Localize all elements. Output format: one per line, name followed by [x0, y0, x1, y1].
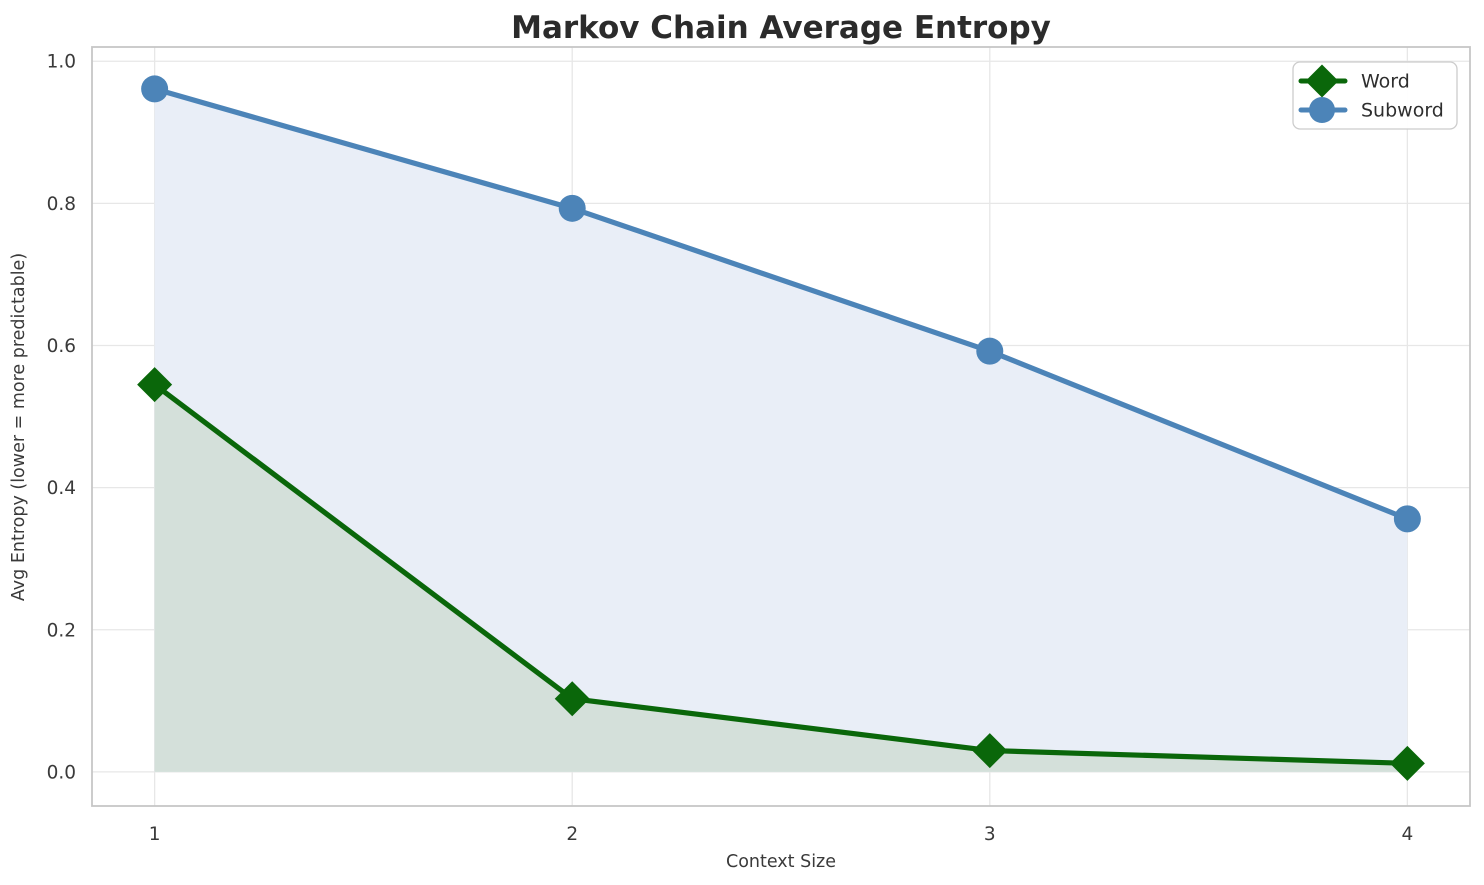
- y-tick-label: 0.8: [47, 194, 76, 215]
- x-tick-labels: 1 2 3 4: [149, 824, 1414, 845]
- y-tick-label: 1.0: [47, 52, 76, 73]
- y-tick-label: 0.0: [47, 762, 76, 783]
- legend-word-marker-icon: [1305, 64, 1339, 98]
- subword-line: [152, 86, 1410, 522]
- series-markers: [137, 75, 1425, 781]
- x-axis-label: Context Size: [726, 852, 836, 872]
- subword-point: [558, 194, 586, 222]
- word-point: [1389, 745, 1425, 781]
- y-tick-label: 0.6: [47, 336, 76, 357]
- y-tick-label: 0.2: [47, 620, 76, 641]
- x-tick-label: 3: [984, 824, 996, 845]
- legend-subword-marker-icon: [1309, 97, 1335, 123]
- legend-label-word: Word: [1361, 71, 1410, 93]
- word-point: [554, 681, 590, 717]
- legend: Word Subword: [1292, 61, 1458, 130]
- y-tick-labels: 0.0 0.2 0.4 0.6 0.8 1.0: [47, 52, 76, 784]
- word-point: [972, 733, 1008, 769]
- subword-point: [1393, 505, 1421, 533]
- area-fills: [154, 88, 1408, 772]
- legend-label-subword: Subword: [1361, 100, 1444, 122]
- subword-area-fill: [154, 88, 1408, 772]
- axes-spines: [91, 46, 1471, 807]
- x-tick-label: 2: [566, 824, 578, 845]
- subword-point: [141, 75, 169, 103]
- chart-title: Markov Chain Average Entropy: [511, 10, 1051, 46]
- x-tick-label: 1: [149, 824, 161, 845]
- word-point: [137, 367, 173, 403]
- x-tick-label: 4: [1401, 824, 1413, 845]
- subword-point: [976, 337, 1004, 365]
- series-lines: [152, 86, 1410, 766]
- y-axis-label: Avg Entropy (lower = more predictable): [9, 253, 29, 601]
- y-tick-label: 0.4: [47, 478, 76, 499]
- word-line: [152, 381, 1410, 766]
- word-area-fill: [154, 384, 1408, 772]
